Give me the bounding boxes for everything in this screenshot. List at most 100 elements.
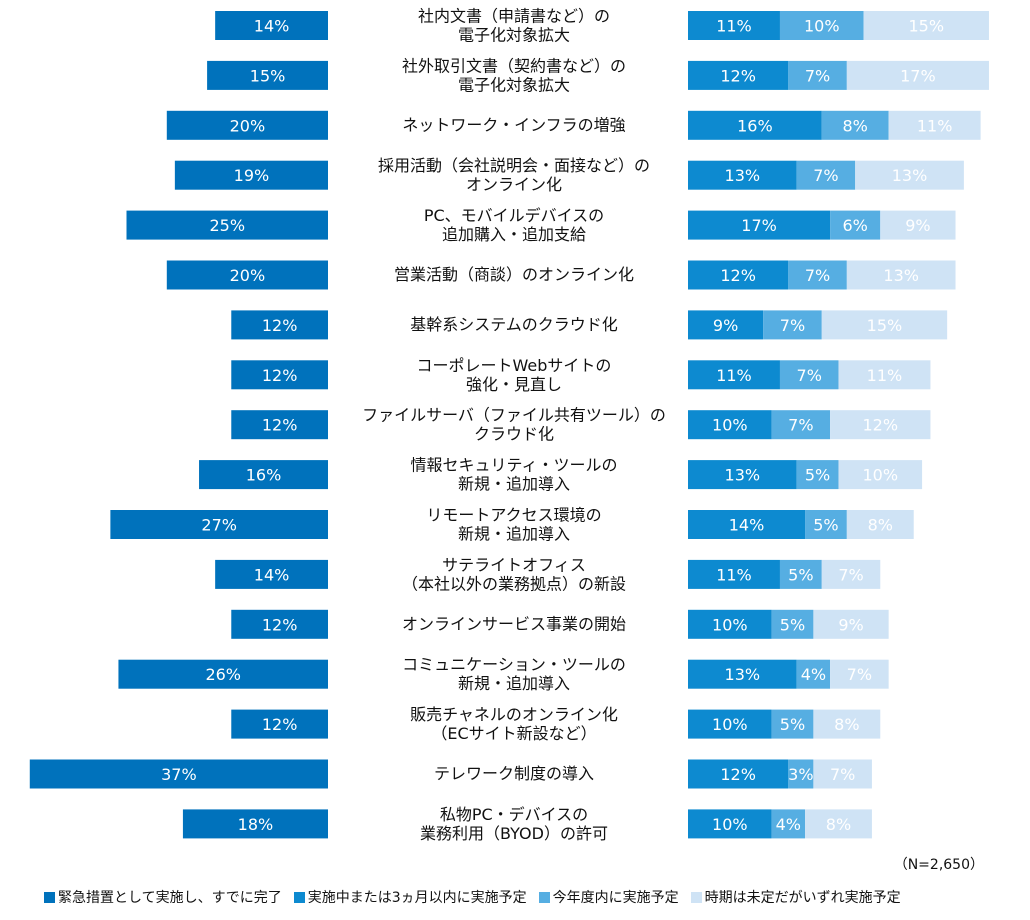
- bar-this-year: [796, 160, 856, 190]
- bar-this-year: [796, 460, 839, 490]
- bar-label-in-progress: 11%: [716, 17, 752, 36]
- category-label-line: 社内文書（申請書など）の: [418, 7, 610, 26]
- legend-swatch-in-progress: [293, 891, 305, 903]
- bar-in-progress: [688, 260, 789, 290]
- bar-label-completed: 20%: [230, 116, 266, 135]
- bar-label-in-progress: 10%: [712, 715, 748, 734]
- bar-in-progress: [688, 60, 789, 90]
- bar-label-in-progress: 10%: [712, 615, 748, 634]
- category-label: 私物PC・デバイスの業務利用（BYOD）の許可: [420, 805, 608, 843]
- legend-swatch-undecided: [690, 891, 702, 903]
- bar-label-in-progress: 17%: [741, 216, 777, 235]
- category-label: オンラインサービス事業の開始: [402, 614, 626, 633]
- bar-completed: [118, 659, 328, 689]
- bar-label-undecided: 7%: [830, 765, 855, 784]
- bar-label-undecided: 8%: [868, 516, 893, 535]
- category-label-line: 基幹系システムのクラウド化: [410, 315, 618, 334]
- bar-undecided: [846, 260, 956, 290]
- category-label: 営業活動（商談）のオンライン化: [394, 265, 634, 284]
- bar-completed: [231, 709, 328, 739]
- bar-label-completed: 27%: [201, 516, 237, 535]
- bar-label-in-progress: 13%: [725, 466, 761, 485]
- bar-this-year: [796, 659, 831, 689]
- category-label-line: 私物PC・デバイスの: [440, 805, 588, 824]
- category-label-line: ネットワーク・インフラの増強: [402, 115, 625, 134]
- bar-completed: [110, 510, 328, 539]
- bar-label-completed: 14%: [254, 565, 290, 584]
- category-label: 基幹系システムのクラウド化: [410, 315, 618, 334]
- legend-item-in-progress: 実施中または3ヵ月以内に実施予定: [293, 887, 527, 907]
- category-label: コーポレートWebサイトの強化・見直し: [417, 356, 612, 394]
- category-label-line: 電子化対象拡大: [458, 26, 570, 45]
- bar-label-in-progress: 13%: [725, 166, 761, 185]
- bar-undecided: [813, 609, 889, 639]
- bar-label-in-progress: 14%: [729, 516, 765, 535]
- bar-label-in-progress: 12%: [720, 765, 756, 784]
- category-label: 社外取引文書（契約書など）の電子化対象拡大: [402, 56, 626, 94]
- category-label-line: 新規・追加導入: [458, 674, 570, 693]
- bar-label-completed: 25%: [209, 216, 245, 235]
- category-label-line: リモートアクセス環境の: [426, 506, 601, 525]
- bar-in-progress: [688, 210, 831, 240]
- bar-completed: [174, 160, 328, 190]
- bar-completed: [215, 11, 328, 40]
- legend-label-undecided: 時期は未定だがいずれ実施予定: [704, 890, 901, 906]
- bar-this-year: [771, 809, 806, 839]
- bar-in-progress: [688, 110, 822, 140]
- category-label-line: コミュニケーション・ツールの: [402, 655, 626, 674]
- bar-label-this-year: 5%: [813, 516, 838, 535]
- bar-label-this-year: 6%: [843, 216, 868, 235]
- bar-completed: [231, 609, 328, 639]
- bar-undecided: [880, 210, 956, 240]
- legend-swatch-this-year: [538, 891, 550, 903]
- bar-this-year: [788, 60, 847, 90]
- bar-completed: [215, 559, 328, 589]
- bar-completed: [199, 460, 328, 490]
- bar-in-progress: [688, 410, 772, 440]
- bar-label-undecided: 8%: [834, 715, 859, 734]
- bar-label-undecided: 9%: [838, 615, 863, 634]
- bar-label-in-progress: 16%: [737, 116, 773, 135]
- bar-completed: [182, 809, 328, 839]
- bar-in-progress: [688, 460, 797, 490]
- category-label: コミュニケーション・ツールの新規・追加導入: [402, 655, 626, 693]
- chart: 社内文書（申請書など）の電子化対象拡大 14% 11% 10% 15% 社外取引文書（契約…: [29, 7, 989, 843]
- bar-label-this-year: 3%: [788, 765, 813, 784]
- category-label-line: オンライン化: [466, 175, 562, 194]
- category-label: 社内文書（申請書など）の電子化対象拡大: [418, 7, 610, 45]
- bar-label-in-progress: 9%: [713, 316, 738, 335]
- bar-this-year: [779, 559, 822, 589]
- bar-completed: [126, 210, 328, 240]
- bar-label-undecided: 8%: [826, 815, 851, 834]
- category-label-line: 営業活動（商談）のオンライン化: [394, 265, 634, 284]
- category-label: テレワーク制度の導入: [434, 764, 594, 783]
- category-label-line: クラウド化: [474, 425, 554, 444]
- category-label-line: サテライトオフィス: [442, 555, 586, 574]
- bar-label-completed: 12%: [262, 615, 298, 634]
- category-label-line: 採用活動（会社説明会・面接など）の: [378, 156, 650, 175]
- sample-size-note: （N=2,650）: [893, 857, 984, 873]
- category-label: ネットワーク・インフラの増強: [402, 115, 625, 134]
- bar-label-undecided: 7%: [847, 665, 872, 684]
- bar-label-in-progress: 10%: [712, 815, 748, 834]
- bar-completed: [231, 410, 328, 440]
- category-label-line: 強化・見直し: [466, 375, 562, 394]
- bar-label-undecided: 15%: [867, 316, 903, 335]
- category-label-line: 業務利用（BYOD）の許可: [420, 824, 608, 843]
- category-label: ファイルサーバ（ファイル共有ツール）のクラウド化: [362, 406, 666, 444]
- bar-in-progress: [688, 559, 780, 589]
- bar-undecided: [838, 360, 931, 390]
- bar-label-undecided: 9%: [905, 216, 930, 235]
- bar-label-this-year: 8%: [843, 116, 868, 135]
- category-label-line: 新規・追加導入: [458, 475, 570, 494]
- category-label-line: オンラインサービス事業の開始: [402, 614, 626, 633]
- bar-label-completed: 20%: [230, 266, 266, 285]
- bar-label-in-progress: 12%: [720, 66, 756, 85]
- bar-label-completed: 16%: [246, 466, 282, 485]
- category-label-line: （本社以外の業務拠点）の新設: [402, 574, 626, 593]
- category-label-line: ファイルサーバ（ファイル共有ツール）の: [362, 406, 666, 425]
- category-label: 販売チャネルのオンライン化（ECサイト新設など）: [410, 705, 618, 743]
- bar-label-in-progress: 12%: [720, 266, 756, 285]
- bar-label-this-year: 5%: [788, 565, 813, 584]
- legend-item-undecided: 時期は未定だがいずれ実施予定: [690, 887, 901, 907]
